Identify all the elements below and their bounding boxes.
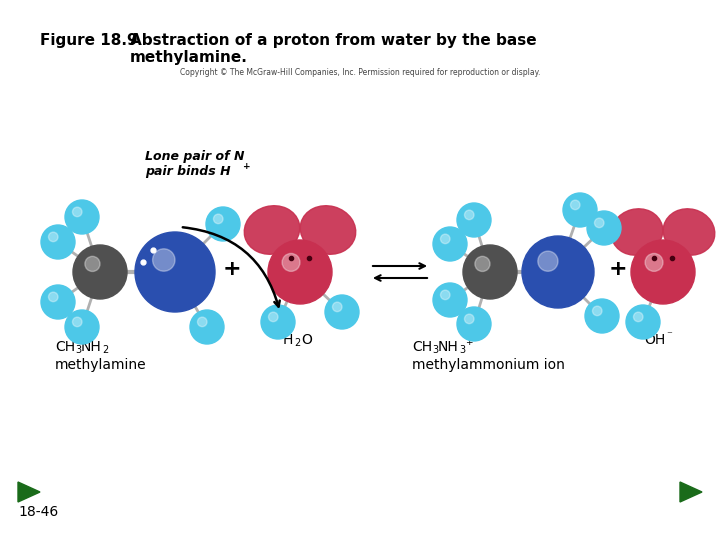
Circle shape (645, 253, 663, 272)
Circle shape (85, 256, 100, 272)
Polygon shape (18, 482, 40, 502)
Text: +: + (222, 259, 241, 279)
Circle shape (325, 295, 359, 329)
Circle shape (48, 292, 58, 302)
Circle shape (570, 200, 580, 210)
Circle shape (41, 225, 75, 259)
Text: NH: NH (438, 340, 459, 354)
Circle shape (65, 310, 99, 344)
Circle shape (41, 285, 75, 319)
Circle shape (593, 306, 602, 316)
Circle shape (464, 314, 474, 323)
Circle shape (73, 245, 127, 299)
Text: Copyright © The McGraw-Hill Companies, Inc. Permission required for reproduction: Copyright © The McGraw-Hill Companies, I… (180, 68, 540, 77)
Circle shape (464, 210, 474, 220)
Circle shape (333, 302, 342, 312)
Circle shape (585, 299, 619, 333)
Text: 3: 3 (75, 345, 81, 355)
Circle shape (457, 307, 491, 341)
Circle shape (538, 251, 558, 271)
Circle shape (587, 211, 621, 245)
Text: OH: OH (644, 333, 665, 347)
Circle shape (433, 283, 467, 317)
Circle shape (65, 200, 99, 234)
Circle shape (441, 290, 450, 300)
Circle shape (626, 305, 660, 339)
Text: methylamine: methylamine (55, 358, 147, 372)
Circle shape (214, 214, 223, 224)
Text: 2: 2 (294, 338, 300, 348)
Text: Lone pair of N: Lone pair of N (145, 150, 245, 163)
Circle shape (190, 310, 224, 344)
Circle shape (563, 193, 597, 227)
Circle shape (73, 207, 82, 217)
Circle shape (522, 236, 594, 308)
Text: Figure 18.9: Figure 18.9 (40, 33, 138, 48)
Text: Abstraction of a proton from water by the base: Abstraction of a proton from water by th… (130, 33, 536, 48)
Text: methylammonium ion: methylammonium ion (412, 358, 565, 372)
Text: CH: CH (55, 340, 75, 354)
Text: ⁻: ⁻ (666, 330, 672, 340)
Text: CH: CH (412, 340, 432, 354)
Text: +: + (608, 259, 627, 279)
Circle shape (206, 207, 240, 241)
Circle shape (73, 317, 82, 327)
Text: NH: NH (81, 340, 102, 354)
Text: +: + (242, 162, 250, 171)
Text: +: + (465, 338, 472, 347)
Text: pair binds H: pair binds H (145, 165, 230, 178)
Polygon shape (680, 482, 702, 502)
Ellipse shape (663, 209, 715, 255)
Ellipse shape (300, 206, 356, 254)
Text: 2: 2 (102, 345, 108, 355)
Circle shape (135, 232, 215, 312)
Circle shape (269, 312, 278, 322)
Circle shape (261, 305, 295, 339)
Circle shape (441, 234, 450, 244)
Circle shape (282, 253, 300, 272)
Circle shape (268, 240, 332, 304)
Circle shape (433, 227, 467, 261)
Ellipse shape (611, 209, 663, 255)
Text: H: H (283, 333, 293, 347)
Circle shape (634, 312, 643, 322)
Text: 3: 3 (432, 345, 438, 355)
Circle shape (457, 203, 491, 237)
Text: 18-46: 18-46 (18, 505, 58, 519)
Text: 3: 3 (459, 345, 465, 355)
Circle shape (48, 232, 58, 242)
Circle shape (475, 256, 490, 272)
Circle shape (463, 245, 517, 299)
Ellipse shape (244, 206, 300, 254)
Circle shape (595, 218, 604, 228)
Text: methylamine.: methylamine. (130, 50, 248, 65)
Circle shape (197, 317, 207, 327)
Circle shape (631, 240, 695, 304)
Circle shape (153, 249, 175, 271)
Text: O: O (301, 333, 312, 347)
